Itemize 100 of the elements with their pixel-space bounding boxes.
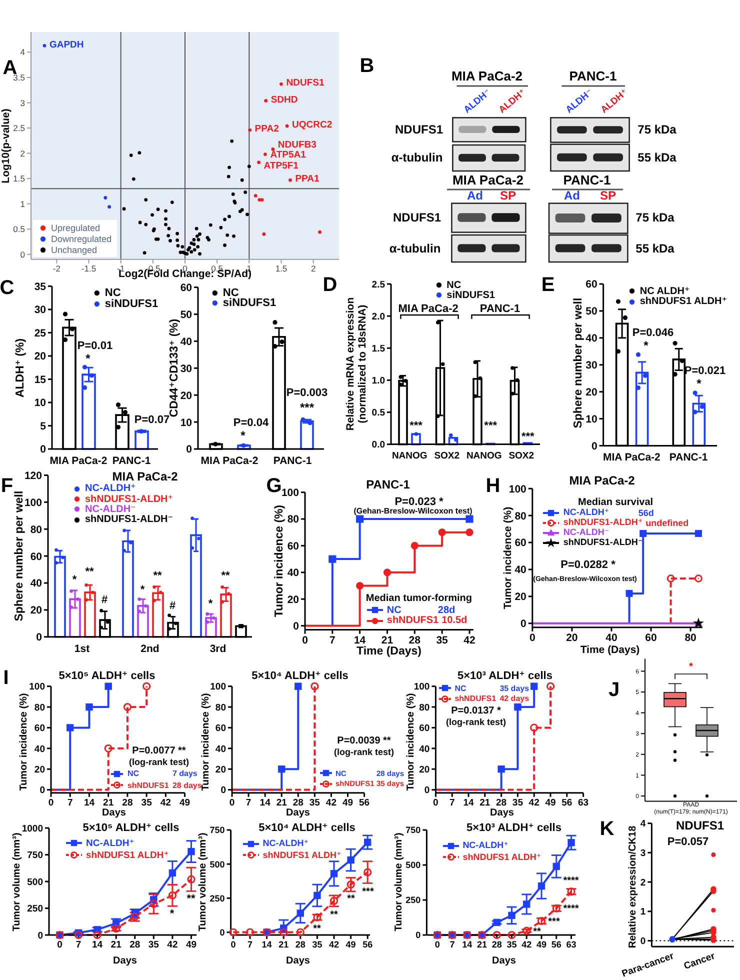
- legend-label: Downregulated: [51, 234, 112, 244]
- legend-label: shNDUFS1-ALDH⁺: [563, 517, 643, 528]
- x-tick-label: 3rd: [210, 642, 226, 655]
- y-tick-label: 60: [34, 723, 45, 734]
- text: α-tubulin: [389, 240, 441, 256]
- legend-label: Upregulated: [51, 222, 100, 233]
- x-tick-label: 14: [462, 939, 472, 950]
- x-tick-label: 35: [141, 798, 153, 809]
- annotation: *: [208, 598, 213, 610]
- x-tick-label: 63: [566, 939, 576, 950]
- annotation: ***: [362, 886, 374, 898]
- x-tick-label: 1.5: [275, 263, 288, 274]
- legend-label: shNDUFS1-ALDH⁻: [85, 514, 174, 526]
- legend-label: shNDUFS1 ALDH⁺: [462, 852, 542, 863]
- y-tick-label: 120: [24, 470, 42, 482]
- annotation: *: [86, 351, 90, 366]
- y-axis-title: Relative expression/CK18: [627, 826, 639, 948]
- legend-label: NC-ALDH⁺: [462, 840, 508, 852]
- y-tick-label: 30: [34, 304, 46, 316]
- x-tick-label: PANC-1: [669, 452, 708, 464]
- y-tick-label: 40: [514, 564, 527, 576]
- chart-title: PANC-1: [366, 477, 410, 492]
- text: 75 kDa: [638, 122, 676, 137]
- y-tick-label: 10: [180, 416, 192, 429]
- y-tick-label: 2.5: [13, 123, 26, 134]
- x-axis-title: Days: [490, 807, 514, 819]
- annotation: ATP5A1: [270, 150, 306, 162]
- y-axis-title: Tumor volume (mm³): [393, 832, 405, 932]
- y-tick-label: 50: [180, 308, 192, 321]
- text: Ad: [564, 188, 580, 203]
- x-tick-label: 49: [545, 798, 556, 809]
- legend-label: NC: [386, 604, 402, 616]
- y-axis-title: Tumor incidence (%): [274, 504, 286, 618]
- x-tick-label: 0: [229, 798, 235, 809]
- legend-label: shNDUFS1 ALDH⁺: [640, 296, 727, 308]
- annotation: **: [85, 566, 94, 578]
- text: H: [486, 474, 500, 498]
- text: G: [266, 474, 282, 498]
- y-tick-label: 750: [406, 825, 421, 836]
- legend-label: shNDUFS1: [386, 615, 439, 626]
- text: NDUFS1: [394, 122, 444, 137]
- text: PANC-1: [569, 68, 617, 84]
- y-tick-label: 1: [20, 198, 26, 209]
- chart-title: MIA PaCa-2: [569, 473, 635, 488]
- text: MIA PaCa-2: [452, 172, 524, 188]
- x-tick-label: 28: [408, 634, 421, 646]
- text: NDUFS1: [392, 210, 442, 225]
- x-tick-label: 2: [310, 263, 316, 274]
- annotation: ATP5F1: [264, 161, 298, 173]
- y-tick-label: 5: [40, 420, 46, 432]
- y-tick-label: 60: [514, 537, 527, 550]
- annotation: PPA1: [295, 174, 320, 186]
- y-tick-label: 100: [24, 496, 42, 509]
- x-axis-title: Days: [286, 807, 310, 819]
- y-tick-label: 20: [586, 386, 598, 399]
- y-tick-label: 10: [586, 413, 598, 426]
- x-tick-label: 0: [434, 939, 440, 950]
- annotation: *: [72, 574, 77, 586]
- y-tick-label: 2: [640, 877, 646, 888]
- x-tick-label: 21: [103, 798, 114, 809]
- legend-label: NC-ALDH⁺: [262, 838, 309, 850]
- y-tick-label: 35: [34, 280, 46, 293]
- text: 55 kDa: [636, 240, 674, 256]
- y-tick-label: 20: [30, 604, 42, 617]
- x-tick-label: -2: [52, 263, 61, 274]
- y-tick-label: 100: [210, 682, 226, 693]
- x-tick-label: 0: [48, 798, 54, 809]
- legend-label: NC ALDH⁺: [640, 286, 690, 297]
- x-tick-label: 49: [346, 939, 356, 950]
- text: SP: [500, 188, 516, 203]
- x-tick-label: 56: [562, 798, 572, 809]
- y-tick-label: 30: [586, 360, 598, 372]
- x-tick-label: 28: [295, 939, 306, 950]
- annotation: GAPDH: [49, 39, 84, 51]
- x-tick-label: MIA PaCa-2: [603, 452, 661, 464]
- y-tick-label: 0: [220, 785, 226, 796]
- chart-title: NDUFS1: [676, 818, 724, 833]
- legend-label: NC-ALDH⁺: [563, 507, 610, 518]
- y-tick-label: 10: [34, 397, 46, 410]
- annotation: NDUFB3: [278, 139, 316, 151]
- legend-label: shNDUFS1: [454, 694, 497, 704]
- x-tick-label: 21: [476, 939, 487, 950]
- x-tick-label: 7: [246, 798, 252, 809]
- annotation: ***: [521, 430, 534, 444]
- legend-label: shNDUFS1-ALDH⁺: [85, 494, 174, 505]
- legend-label: shNDUFS1 ALDH⁺: [262, 850, 342, 861]
- y-tick-label: 40: [215, 744, 226, 755]
- x-tick-label: 63: [578, 798, 589, 809]
- annotation: **: [153, 570, 162, 582]
- text: C: [0, 276, 14, 300]
- x-tick-label: 7: [450, 939, 455, 950]
- x-tick-label: Cancer: [682, 950, 717, 972]
- x-tick-label: 14: [92, 940, 104, 951]
- x-tick-label: 49: [186, 940, 197, 951]
- y-axis-title: Tumor incidence (%): [405, 693, 417, 791]
- x-tick-label: 7: [329, 634, 336, 646]
- annotation: P=0.023 *: [394, 496, 444, 508]
- x-tick-label: PANC-1: [273, 454, 312, 467]
- legend-label: shNDUFS1: [127, 780, 170, 790]
- y-axis-title: CD44⁺CD133⁺ (%): [168, 318, 181, 418]
